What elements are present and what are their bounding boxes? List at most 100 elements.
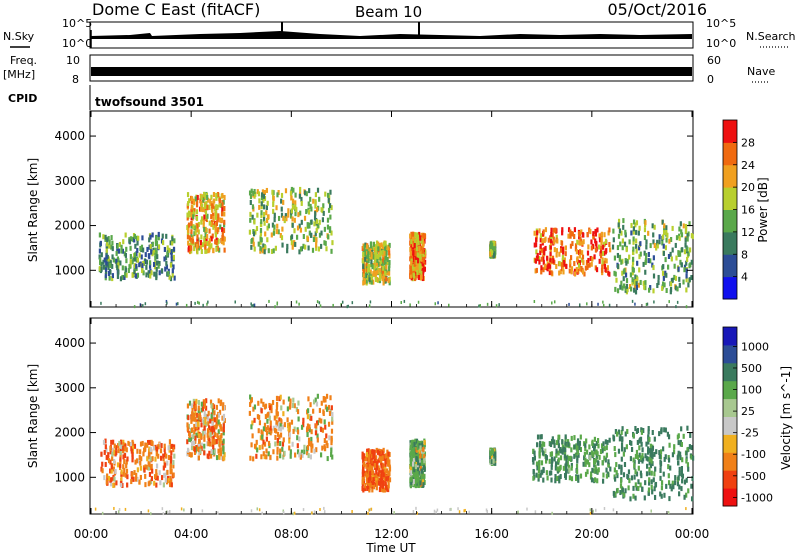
echo-cell	[628, 478, 631, 484]
y-tick-label: 2000	[54, 426, 85, 440]
echo-cell	[665, 229, 668, 235]
echo-cell	[284, 213, 287, 219]
nsearch-label: N.Search	[746, 30, 796, 43]
echo-cell	[137, 235, 140, 241]
echo-cell	[351, 301, 354, 305]
power-ylabel: Slant Range [km]	[26, 158, 40, 262]
echo-cell	[670, 236, 673, 242]
echo-cell	[550, 231, 553, 237]
echo-cell	[642, 280, 645, 286]
echo-cell	[110, 244, 113, 250]
echo-cell	[372, 241, 376, 247]
echo-cell	[632, 493, 635, 499]
echo-cell	[490, 450, 493, 456]
echo-cell	[155, 266, 158, 272]
echo-cell	[632, 457, 635, 463]
echo-cell	[667, 457, 671, 463]
echo-cell	[413, 261, 416, 267]
echo-cell	[307, 245, 310, 251]
echo-cell	[263, 189, 267, 195]
echo-cell	[276, 192, 279, 198]
echo-cell	[146, 246, 149, 252]
echo-cell	[169, 458, 173, 464]
echo-cell	[614, 286, 617, 292]
echo-cell	[276, 440, 279, 446]
echo-cell	[547, 263, 551, 269]
echo-cell	[498, 303, 500, 307]
echo-cell	[387, 278, 390, 284]
echo-cell	[616, 288, 620, 294]
echo-cell	[680, 486, 683, 492]
echo-cell	[117, 510, 120, 514]
colorbar-tick-label: -500	[741, 470, 766, 483]
echo-cell	[186, 192, 190, 198]
echo-cell	[541, 447, 544, 453]
echo-cell	[415, 459, 418, 465]
echo-cell	[678, 276, 681, 282]
echo-cell	[637, 282, 640, 288]
echo-cell	[551, 511, 553, 515]
echo-cell	[147, 270, 150, 276]
echo-cell	[169, 463, 172, 469]
echo-cell	[576, 449, 579, 455]
nsky-frame	[89, 21, 694, 49]
echo-cell	[317, 246, 321, 252]
colorbar-tick-label: 100	[741, 384, 762, 397]
echo-cell	[535, 267, 538, 273]
echo-cell	[674, 285, 677, 291]
echo-cell	[307, 453, 310, 459]
echo-cell	[377, 471, 381, 477]
echo-cell	[685, 268, 688, 274]
echo-cell	[688, 247, 692, 253]
echo-cell	[602, 441, 605, 447]
echo-cell	[213, 198, 216, 204]
echo-cell	[604, 238, 608, 244]
echo-cell	[612, 435, 616, 441]
echo-cell	[206, 241, 209, 247]
x-axis: 00:00 04:00 08:00 12:00 16:00 20:00 00:00	[74, 111, 709, 541]
echo-cell	[276, 449, 279, 455]
echo-cell	[376, 449, 379, 455]
echo-cell	[612, 490, 615, 496]
echo-cell	[555, 440, 558, 446]
echo-cell	[649, 243, 652, 249]
echo-cell	[637, 479, 640, 485]
echo-cell	[251, 204, 255, 210]
echo-cell	[195, 209, 199, 215]
echo-cell	[319, 452, 323, 458]
echo-cell	[542, 254, 545, 260]
echo-cell	[136, 467, 139, 473]
echo-cell	[300, 219, 303, 225]
x-tick-label: 20:00	[575, 527, 610, 541]
echo-cell	[262, 197, 265, 203]
echo-cell	[105, 479, 108, 485]
echo-cell	[162, 456, 165, 462]
echo-cell	[651, 450, 654, 456]
echo-cell	[640, 429, 644, 435]
echo-cell	[265, 430, 269, 436]
echo-cell	[641, 447, 644, 453]
echo-cell	[321, 427, 324, 433]
echo-cell	[644, 220, 647, 226]
echo-cell	[363, 244, 366, 250]
echo-cell	[282, 437, 285, 443]
echo-cell	[554, 461, 558, 467]
echo-cell	[110, 464, 113, 470]
echo-cell	[560, 240, 564, 246]
echo-cell	[302, 417, 305, 423]
echo-cell	[586, 449, 589, 455]
echo-cell	[293, 403, 296, 409]
echo-cell	[632, 219, 636, 225]
echo-cell	[330, 447, 333, 453]
echo-cell	[588, 262, 591, 268]
echo-cell	[220, 426, 223, 432]
echo-cell	[260, 429, 263, 435]
echo-cell	[110, 468, 113, 474]
nsky-trace	[91, 31, 692, 39]
echo-cell	[589, 255, 592, 261]
echo-cell	[222, 402, 225, 408]
echo-cell	[154, 255, 157, 261]
echo-cell	[369, 241, 373, 247]
echo-cell	[165, 453, 168, 459]
echo-cell	[420, 449, 423, 455]
